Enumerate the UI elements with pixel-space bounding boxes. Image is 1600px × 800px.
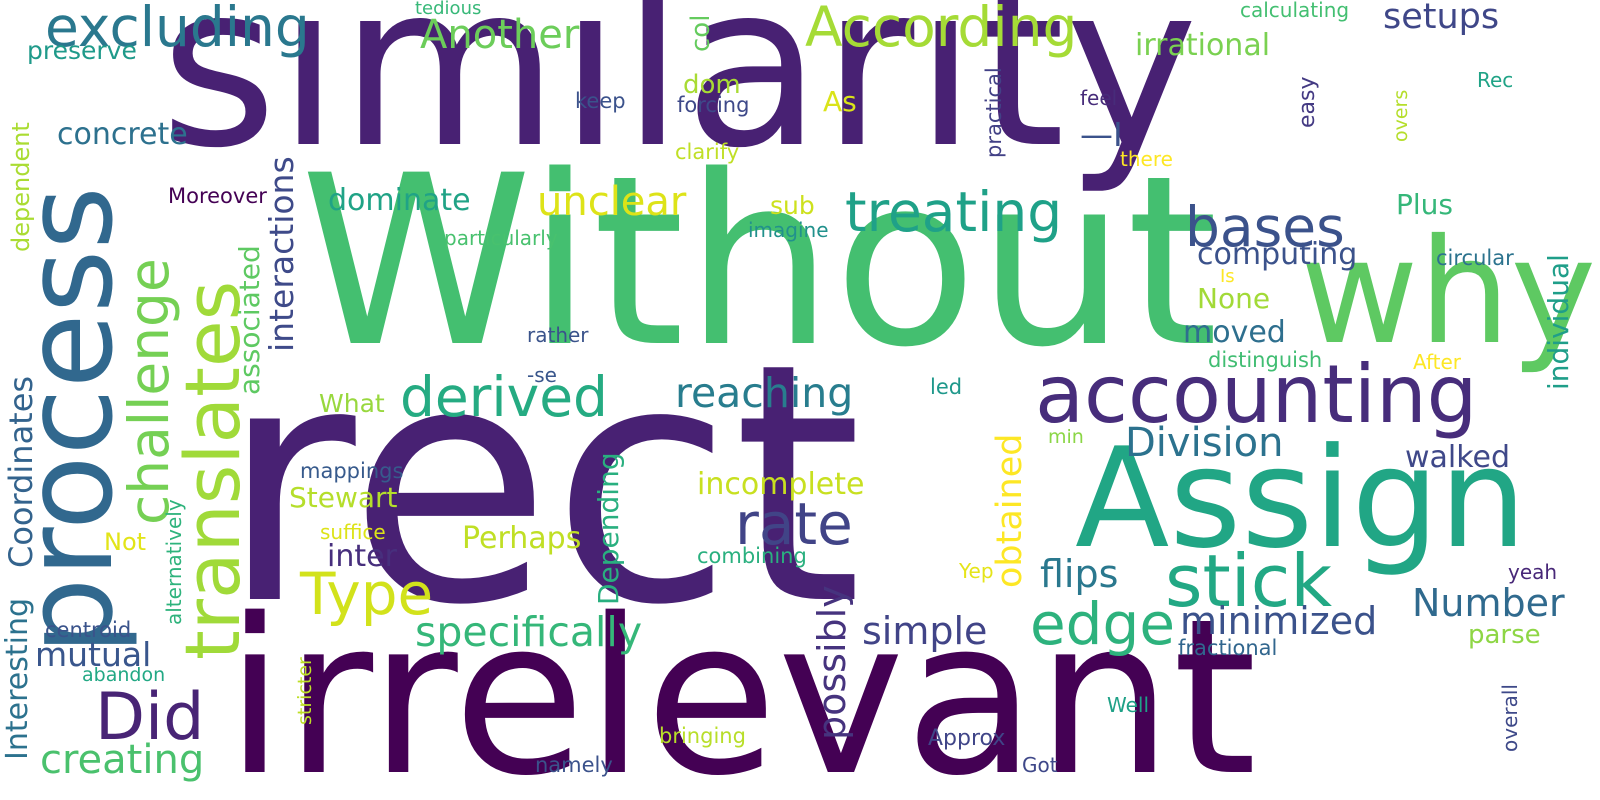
word-got: Got	[1022, 753, 1058, 777]
word-computing: computing	[1197, 237, 1358, 272]
word-specifically: specifically	[415, 608, 643, 656]
word-without: Without	[300, 126, 1219, 399]
word-associated: associated	[233, 245, 266, 395]
word-interesting: Interesting	[0, 598, 35, 760]
word-is: Is	[1220, 266, 1235, 287]
word-namely: namely	[535, 753, 613, 777]
word-stricter: stricter	[294, 657, 316, 725]
word-derived: derived	[400, 365, 608, 429]
word-excluding: excluding	[45, 0, 310, 59]
word-approx: Approx	[928, 726, 1006, 751]
word-creating: creating	[40, 737, 205, 783]
word-led: led	[930, 375, 963, 399]
word-similarity: similarity	[160, 0, 1199, 198]
word-yeah: yeah	[1508, 560, 1558, 584]
word-after: After	[1413, 350, 1462, 374]
word-walked: walked	[1405, 440, 1511, 475]
word-alternatively: alternatively	[162, 499, 186, 625]
word-unclear: unclear	[537, 179, 687, 225]
word-abandon: abandon	[82, 664, 166, 686]
word-stick: stick	[1165, 539, 1333, 623]
word-suffice: suffice	[320, 520, 386, 544]
word-flips: flips	[1040, 552, 1119, 596]
word-preserve: preserve	[27, 36, 137, 65]
word-moved: moved	[1183, 315, 1286, 350]
word-imagine: imagine	[748, 218, 829, 242]
word-mutual: mutual	[35, 635, 152, 674]
word-none: None	[1197, 282, 1271, 315]
word-dash-i: —I	[1080, 115, 1123, 154]
word-simple: simple	[862, 609, 988, 653]
word-bases: bases	[1185, 195, 1345, 259]
word-moreover: Moreover	[168, 184, 267, 208]
word-overs: overs	[1390, 89, 1412, 142]
word-practical: practical	[982, 67, 1006, 158]
word-setups: setups	[1383, 0, 1500, 37]
word-rec: Rec	[1477, 68, 1514, 92]
word-keep: keep	[575, 89, 626, 113]
word-parse: parse	[1468, 620, 1541, 650]
word-stewart: Stewart	[289, 481, 398, 514]
word-rate: rate	[735, 490, 853, 558]
word-accounting: accounting	[1035, 348, 1478, 441]
word-individual: individual	[1542, 254, 1575, 390]
word-irrational: irrational	[1135, 28, 1271, 63]
word-dominate: dominate	[328, 183, 471, 218]
word-interactions: interactions	[262, 156, 301, 352]
word-col: col	[686, 14, 716, 52]
word-well: Well	[1107, 693, 1150, 717]
word-type: Type	[300, 560, 434, 628]
word-according: According	[805, 0, 1078, 59]
word-calculating: calculating	[1240, 0, 1350, 22]
word-challenge: challenge	[117, 258, 181, 525]
word-possibly: possibly	[810, 585, 854, 740]
word-did: Did	[95, 680, 205, 755]
word-depending: Depending	[592, 452, 625, 605]
word-se: -se	[527, 363, 557, 387]
word-circular: circular	[1436, 246, 1514, 270]
word-clarify: clarify	[675, 140, 740, 164]
word-fractional: fractional	[1178, 636, 1278, 660]
word-what: What	[319, 389, 385, 418]
word-rect: rect	[220, 293, 863, 677]
word-number: Number	[1412, 581, 1565, 625]
word-plus: Plus	[1396, 188, 1453, 221]
word-inter: inter	[327, 539, 397, 574]
word-yep: Yep	[959, 559, 994, 583]
word-centroid: centroid	[45, 618, 132, 642]
word-irrelevant: irrelevant	[225, 572, 1257, 800]
word-incomplete: incomplete	[697, 467, 865, 502]
word-sub: sub	[770, 191, 815, 220]
word-feel: feel	[1080, 86, 1118, 110]
word-min: min	[1048, 426, 1084, 448]
word-easy: easy	[1295, 76, 1320, 129]
word-coordinates: Coordinates	[2, 375, 40, 568]
word-forcing: forcing	[677, 93, 750, 117]
word-minimized: minimized	[1180, 599, 1378, 643]
word-combining: combining	[697, 544, 807, 568]
word-another: Another	[420, 12, 580, 58]
word-bringing: bringing	[659, 724, 746, 748]
word-dom: dom	[683, 70, 741, 100]
word-dependent: dependent	[7, 122, 35, 252]
word-as: As	[823, 85, 857, 118]
word-reaching: reaching	[675, 369, 854, 417]
word-why: why	[1300, 208, 1597, 377]
word-rather: rather	[527, 323, 589, 347]
word-perhaps: Perhaps	[462, 521, 582, 556]
word-distinguish: distinguish	[1208, 348, 1323, 372]
word-mappings: mappings	[300, 459, 404, 483]
word-obtained: obtained	[990, 433, 1030, 588]
word-tedious: tedious	[415, 0, 482, 19]
word-there: there	[1120, 147, 1173, 171]
word-overall: overall	[1498, 684, 1522, 752]
word-division: Division	[1125, 420, 1284, 466]
word-edge: edge	[1030, 590, 1175, 658]
word-particularly: particularly	[444, 226, 558, 250]
word-assign: Assign	[1075, 418, 1527, 579]
word-not: Not	[104, 528, 147, 556]
word-treating: treating	[845, 180, 1063, 244]
word-concrete: concrete	[57, 117, 188, 152]
